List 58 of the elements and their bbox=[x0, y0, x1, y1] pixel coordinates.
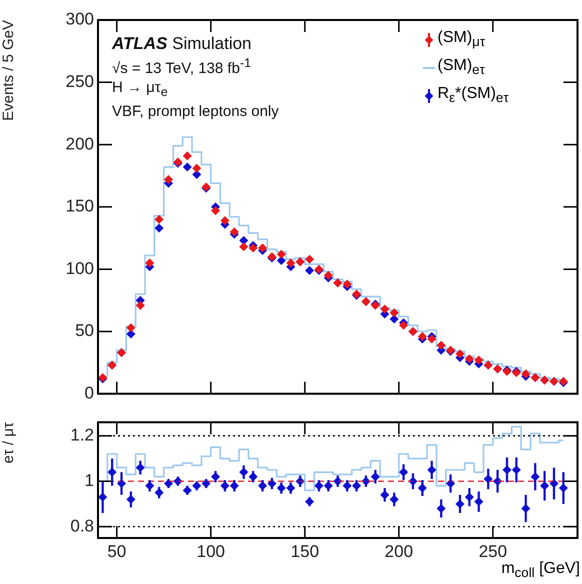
y-tick-label: 300 bbox=[66, 10, 94, 29]
point bbox=[390, 314, 399, 324]
y-tick-label: 1 bbox=[84, 470, 94, 490]
point bbox=[239, 242, 248, 252]
point bbox=[126, 323, 136, 332]
point bbox=[474, 356, 484, 365]
point bbox=[154, 214, 164, 224]
point bbox=[211, 206, 220, 216]
annotation: √s = 13 TeV, 138 fb$^{-1}$ bbox=[112, 55, 252, 78]
legend-label: R$_{ε}$*(SM)$_{eτ}$ bbox=[438, 84, 509, 108]
y-axis-title: Events / 5 GeV bbox=[0, 20, 18, 121]
y-tick-label: 150 bbox=[66, 196, 94, 216]
x-tick-label: 50 bbox=[107, 542, 126, 561]
x-axis-title: m$_{coll}$ [GeV] bbox=[501, 560, 580, 580]
legend-label: (SM)$_{eτ}$ bbox=[438, 56, 485, 80]
point bbox=[154, 224, 164, 233]
point bbox=[399, 320, 408, 330]
annotation: ATLAS Simulation bbox=[112, 34, 252, 53]
point bbox=[164, 174, 174, 184]
point bbox=[455, 349, 464, 358]
annotation: VBF, prompt leptons only bbox=[112, 102, 279, 121]
point bbox=[145, 258, 154, 268]
point bbox=[258, 244, 268, 253]
y-axis-title: eτ / μτ bbox=[0, 422, 18, 464]
y-tick-label: 100 bbox=[66, 258, 94, 278]
point bbox=[380, 304, 390, 314]
point bbox=[248, 244, 258, 253]
point bbox=[521, 369, 530, 378]
point bbox=[136, 300, 145, 310]
point bbox=[427, 334, 436, 344]
point bbox=[418, 332, 427, 341]
y-tick-label: 250 bbox=[66, 72, 94, 91]
point bbox=[230, 227, 239, 236]
legend-label: (SM)$_{μτ}$ bbox=[438, 28, 486, 52]
point bbox=[192, 164, 202, 173]
y-tick-label: 0.8 bbox=[70, 516, 94, 536]
point bbox=[342, 280, 352, 289]
y-tick-label: 1.2 bbox=[70, 426, 94, 445]
point bbox=[182, 162, 192, 172]
y-tick-label: 0 bbox=[84, 383, 94, 402]
x-tick-label: 100 bbox=[196, 542, 226, 561]
point bbox=[464, 354, 474, 364]
point bbox=[305, 254, 314, 264]
point bbox=[182, 151, 192, 160]
point bbox=[276, 250, 286, 259]
x-tick-label: 250 bbox=[478, 542, 508, 561]
point bbox=[390, 308, 399, 318]
x-tick-label: 200 bbox=[384, 542, 414, 561]
point bbox=[220, 216, 230, 226]
point bbox=[436, 340, 446, 350]
y-tick-label: 200 bbox=[66, 134, 94, 154]
x-tick-label: 150 bbox=[290, 542, 320, 561]
point bbox=[324, 270, 333, 280]
point bbox=[305, 266, 314, 275]
point bbox=[192, 170, 202, 180]
y-tick-label: 50 bbox=[75, 321, 94, 340]
annotation: H → μτ$_{e}$ bbox=[112, 78, 169, 101]
point bbox=[286, 258, 296, 268]
